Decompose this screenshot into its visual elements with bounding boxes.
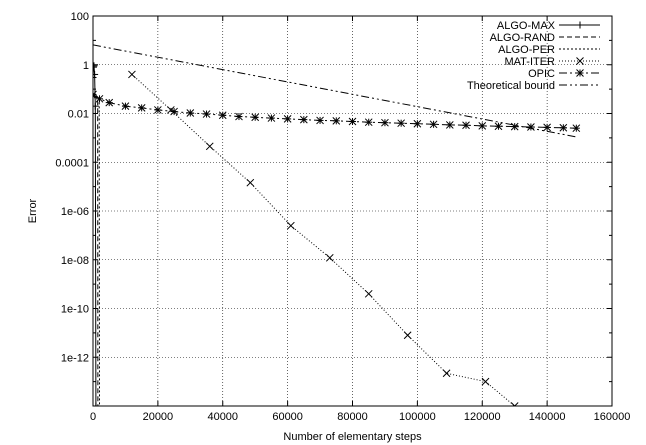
x-axis-label: Number of elementary steps [283, 431, 422, 443]
point-opic-marker [478, 122, 487, 130]
x-tick-label: 20000 [143, 411, 174, 423]
point-algo-max-marker [93, 73, 97, 81]
point-opic-marker [218, 111, 227, 120]
point-opic-marker [364, 118, 373, 127]
point-opic-marker [429, 120, 438, 129]
point-opic-marker [572, 124, 581, 133]
point-mat-iter-marker [364, 289, 373, 298]
point-opic-marker [397, 119, 406, 128]
point-mat-iter-marker [205, 142, 214, 151]
x-tick-label: 120000 [464, 411, 501, 423]
point-mat-iter-marker [287, 221, 295, 230]
point-opic-marker [543, 123, 551, 132]
point-opic-marker [381, 118, 389, 127]
legend-algo-max-marker [576, 21, 584, 29]
plot-frame [92, 15, 613, 407]
y-axis-label: Error [27, 198, 39, 223]
series-lines [93, 44, 581, 406]
point-opic-marker [413, 119, 422, 128]
x-tick-label: 100000 [399, 411, 436, 423]
point-algo-max-marker [93, 70, 99, 78]
y-tick-label: 0.0001 [55, 157, 89, 169]
point-opic-marker [121, 102, 130, 111]
point-opic-marker [170, 107, 178, 116]
point-algo-max-marker [93, 102, 99, 110]
x-tick-label: 140000 [529, 411, 566, 423]
point-opic-marker [559, 123, 568, 132]
legend-label-mat-iter: MAT-ITER [504, 56, 555, 68]
y-tick-label: 1 [83, 60, 89, 72]
point-opic-marker [235, 112, 243, 121]
point-opic-marker [332, 116, 341, 125]
point-opic-marker [527, 123, 535, 131]
point-mat-iter-marker [510, 402, 519, 406]
x-tick-label: 40000 [207, 411, 238, 423]
legend: ALGO-MAXALGO-RANDALGO-PERMAT-ITEROPICThe… [467, 20, 600, 92]
point-mat-iter-marker [128, 70, 136, 79]
point-opic-marker [299, 115, 308, 124]
point-algo-max-marker [93, 402, 100, 406]
tick-labels: 0 20000 40000 60000 80000 100000 120000 140000 1… [55, 11, 630, 423]
series-mat-iter [128, 70, 519, 406]
y-tick-label: 100 [71, 11, 89, 23]
legend-opic-marker [576, 69, 584, 77]
point-opic-marker [267, 114, 276, 122]
point-algo-max-marker [93, 62, 98, 70]
legend-label-algo-rand: ALGO-RAND [490, 32, 555, 44]
point-mat-iter-marker [325, 253, 334, 262]
x-tick-label: 160000 [594, 411, 631, 423]
point-opic-marker [202, 110, 211, 118]
legend-label-theoretical-bound: Theoretical bound [467, 80, 555, 92]
x-tick-label: 80000 [337, 411, 368, 423]
point-opic-marker [445, 121, 454, 129]
legend-label-algo-per: ALGO-PER [498, 44, 555, 56]
point-opic-marker [105, 98, 114, 107]
point-opic-marker [251, 113, 260, 122]
point-mat-iter-marker [246, 178, 255, 187]
legend-label-opic: OPIC [528, 68, 555, 80]
x-tick-label: 60000 [272, 411, 303, 423]
series-opic [93, 90, 581, 133]
point-opic-marker [510, 122, 519, 131]
point-mat-iter-marker [442, 369, 451, 378]
y-tick-label: 0.01 [68, 109, 89, 121]
point-opic-marker [283, 115, 292, 123]
point-opic-marker [95, 94, 104, 103]
point-opic-marker [494, 122, 503, 131]
point-mat-iter-marker [481, 377, 490, 386]
point-opic-marker [154, 106, 162, 114]
y-tick-label: 1e-10 [61, 304, 89, 316]
x-tick-label: 0 [90, 411, 96, 423]
y-tick-label: 1e-08 [61, 255, 89, 267]
point-opic-marker [316, 116, 324, 125]
point-opic-marker [137, 104, 146, 112]
point-opic-marker [348, 117, 357, 126]
legend-label-algo-max: ALGO-MAX [497, 20, 556, 32]
y-tick-label: 1e-12 [61, 352, 89, 364]
point-opic-marker [186, 109, 195, 117]
point-opic-marker [462, 121, 470, 130]
y-tick-label: 1e-06 [61, 206, 89, 218]
point-mat-iter-marker [403, 331, 412, 340]
legend-mat-iter-marker [576, 57, 584, 65]
point-opic-marker [93, 90, 97, 99]
